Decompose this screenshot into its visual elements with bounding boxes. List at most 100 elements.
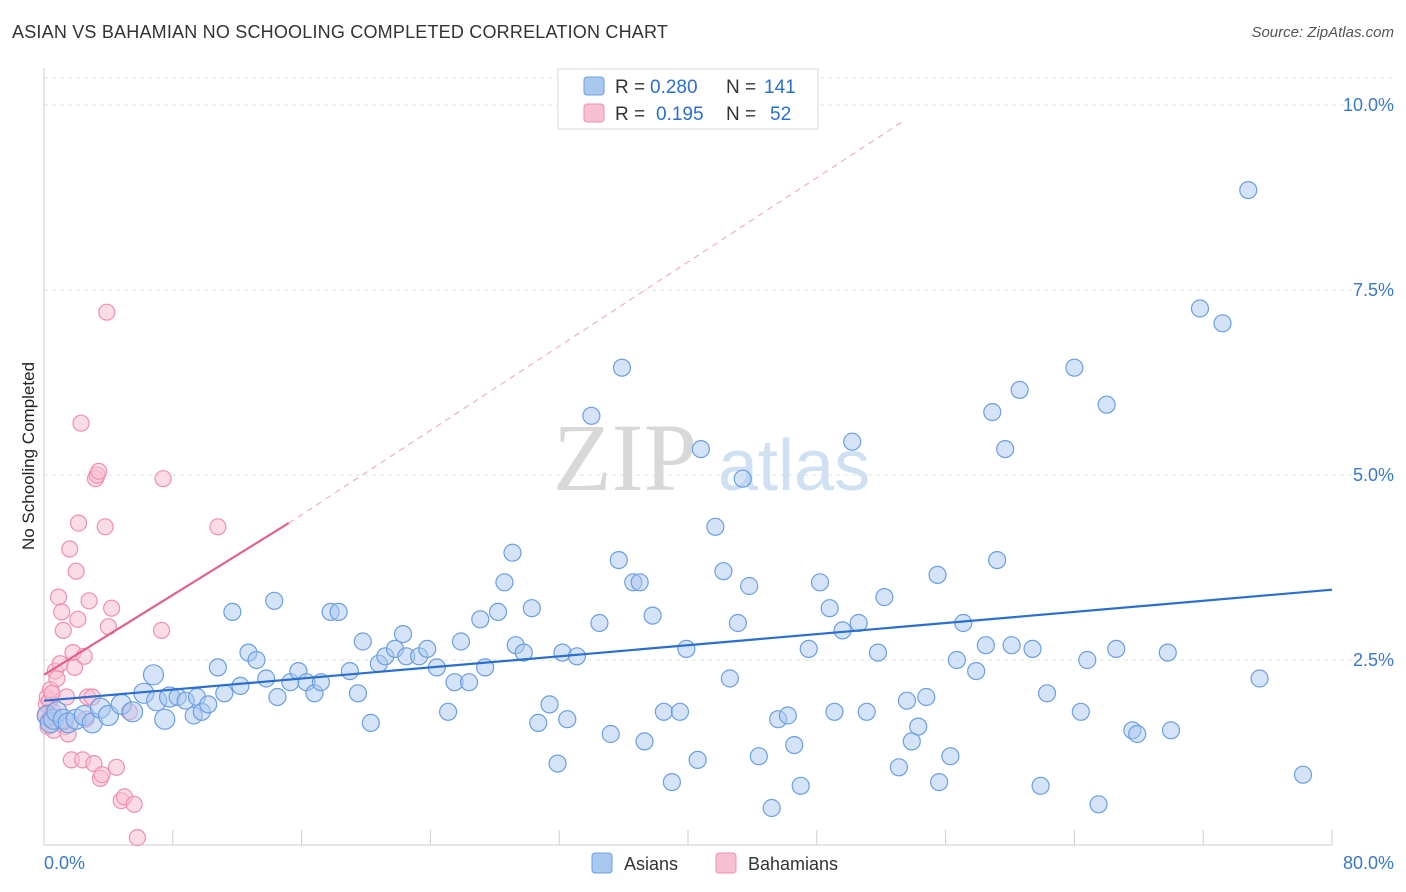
asian-point: [820, 599, 839, 618]
asian-point: [983, 403, 1002, 422]
bahamian-point: [67, 562, 85, 580]
asian-point: [909, 717, 928, 736]
bahamian-point: [98, 303, 116, 321]
asian-point: [677, 639, 696, 659]
asian-point: [868, 643, 888, 662]
asians-trend-line: [43, 588, 1333, 702]
y-axis-title: No Schooling Completed: [19, 362, 38, 550]
asian-point: [257, 669, 276, 688]
asian-point: [1293, 765, 1313, 784]
asian-point: [459, 673, 479, 692]
asian-point: [691, 440, 710, 459]
asian-point: [348, 684, 368, 703]
asian-point: [635, 732, 654, 751]
asian-point: [1190, 299, 1210, 318]
asian-point: [495, 573, 514, 592]
asian-point: [976, 636, 995, 655]
asian-point: [791, 776, 810, 795]
bahamian-point: [54, 621, 72, 640]
bottom-legend-swatch-bahamians: [715, 852, 737, 874]
asian-point: [1023, 639, 1042, 659]
asian-point: [1107, 639, 1126, 659]
watermark-zip: ZIP: [553, 404, 697, 511]
asian-point: [1239, 181, 1258, 200]
legend-n-label-asians: N =: [726, 77, 756, 98]
bahamian-point: [69, 610, 87, 628]
asian-point: [941, 747, 960, 766]
asian-point: [265, 591, 284, 610]
asian-point: [1158, 643, 1177, 662]
watermark: ZIP atlas: [553, 404, 870, 511]
bahamian-point: [65, 658, 84, 677]
bahamian-point: [48, 669, 66, 688]
asian-point: [825, 702, 844, 721]
bahamians-points: [37, 303, 227, 847]
asian-point: [733, 469, 752, 488]
asian-point: [930, 772, 949, 792]
bahamian-point: [90, 462, 108, 480]
asian-point: [996, 440, 1015, 459]
asian-point: [488, 602, 508, 622]
asian-point: [612, 358, 632, 377]
y-tick-label-3: 10.0%: [1343, 95, 1394, 115]
asian-point: [548, 754, 567, 773]
legend-swatch-bahamians: [583, 103, 605, 123]
bahamian-point: [80, 592, 98, 610]
x-tick-label-1: 80.0%: [1343, 853, 1394, 873]
asian-point: [393, 624, 413, 644]
legend-swatch-asians: [583, 76, 605, 96]
legend-r-value-bahamians: 0.195: [656, 104, 704, 125]
asian-point: [208, 658, 227, 677]
bahamian-point: [107, 758, 126, 776]
y-tick-label-1: 5.0%: [1353, 465, 1394, 485]
asian-point: [121, 701, 144, 723]
asians-points: [36, 181, 1313, 818]
legend-n-label-bahamians: N =: [726, 104, 756, 125]
bahamian-point: [209, 518, 227, 536]
asian-point: [643, 606, 662, 625]
asian-point: [1161, 721, 1181, 740]
asian-point: [1065, 358, 1084, 377]
asian-point: [799, 639, 818, 659]
asian-point: [897, 691, 917, 710]
asian-point: [1078, 650, 1097, 670]
bahamian-point: [154, 470, 172, 488]
asian-point: [1128, 724, 1147, 744]
asian-point: [471, 610, 490, 629]
x-tick-label-0: 0.0%: [44, 853, 85, 873]
asian-point: [514, 643, 533, 662]
asian-point: [1002, 636, 1021, 655]
asian-point: [231, 676, 250, 696]
tick-labels: 2.5% 5.0% 7.5% 10.0% 0.0% 80.0%: [44, 95, 1394, 873]
asian-point: [590, 613, 609, 633]
asian-point: [843, 432, 862, 451]
asian-point: [720, 669, 739, 688]
asian-point: [142, 664, 165, 686]
bahamian-point: [70, 514, 88, 532]
asian-point: [714, 562, 733, 581]
asian-point: [785, 735, 804, 755]
asian-point: [778, 706, 797, 725]
asian-point: [947, 650, 966, 670]
legend-box: R = 0.280 N = 141 R = 0.195 N = 52: [557, 68, 819, 130]
asian-point: [670, 702, 690, 721]
bahamian-point: [61, 540, 79, 558]
legend-n-value-bahamians: 52: [770, 104, 791, 125]
asian-point: [662, 772, 682, 792]
bottom-legend-swatch-asians: [591, 852, 613, 874]
asian-point: [810, 573, 830, 592]
asian-point: [1213, 314, 1232, 333]
asian-point: [522, 599, 541, 618]
asian-point: [1089, 795, 1108, 814]
bahamian-point: [93, 766, 111, 784]
y-tick-label-0: 2.5%: [1353, 650, 1394, 670]
legend-r-label-asians: R =: [615, 77, 645, 98]
asian-point: [917, 687, 936, 707]
asian-point: [762, 798, 781, 818]
asian-point: [1097, 395, 1116, 414]
asian-point: [439, 702, 458, 721]
asian-point: [728, 613, 748, 633]
axes: [43, 68, 1333, 846]
bahamian-point: [53, 603, 71, 621]
